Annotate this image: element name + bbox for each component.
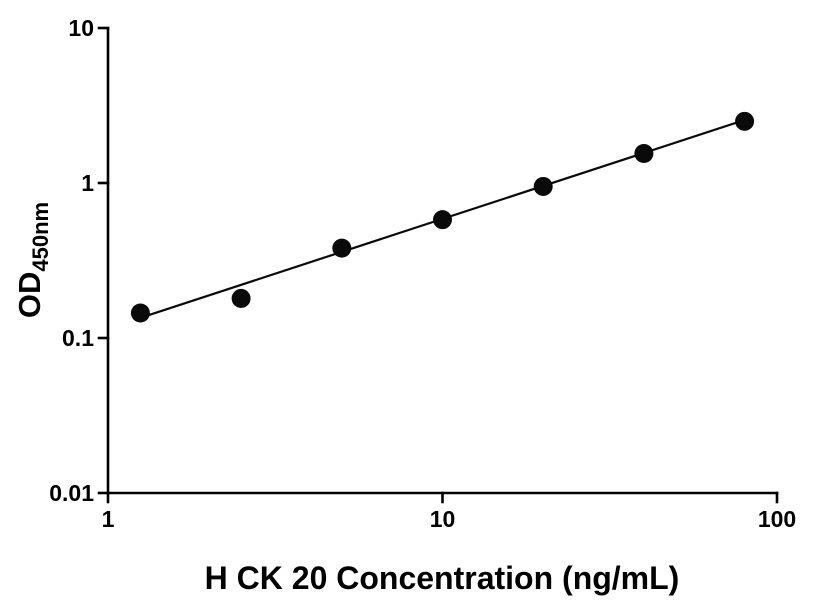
y-tick-label: 10 xyxy=(68,15,94,41)
y-axis-title-subscript: 450nm xyxy=(28,202,53,272)
y-axis-title-main: OD xyxy=(12,272,47,319)
y-tick-label: 0.01 xyxy=(49,480,94,506)
y-tick-label: 0.1 xyxy=(62,325,94,351)
data-point xyxy=(332,238,352,258)
data-point xyxy=(231,288,251,308)
y-axis-title: OD450nm xyxy=(12,202,53,318)
data-point xyxy=(433,210,452,230)
x-tick-label: 1 xyxy=(102,506,115,532)
plot-area: 1 10 100 0.01 0.1 1 10 xyxy=(49,15,796,532)
y-tick-label: 1 xyxy=(81,170,94,196)
data-point xyxy=(735,111,755,131)
data-point xyxy=(130,303,150,323)
x-tick-label: 100 xyxy=(758,506,796,532)
x-tick-label: 10 xyxy=(430,506,456,532)
data-point xyxy=(533,176,553,196)
x-axis-title: H CK 20 Concentration (ng/mL) xyxy=(205,560,680,596)
data-point xyxy=(634,143,654,163)
